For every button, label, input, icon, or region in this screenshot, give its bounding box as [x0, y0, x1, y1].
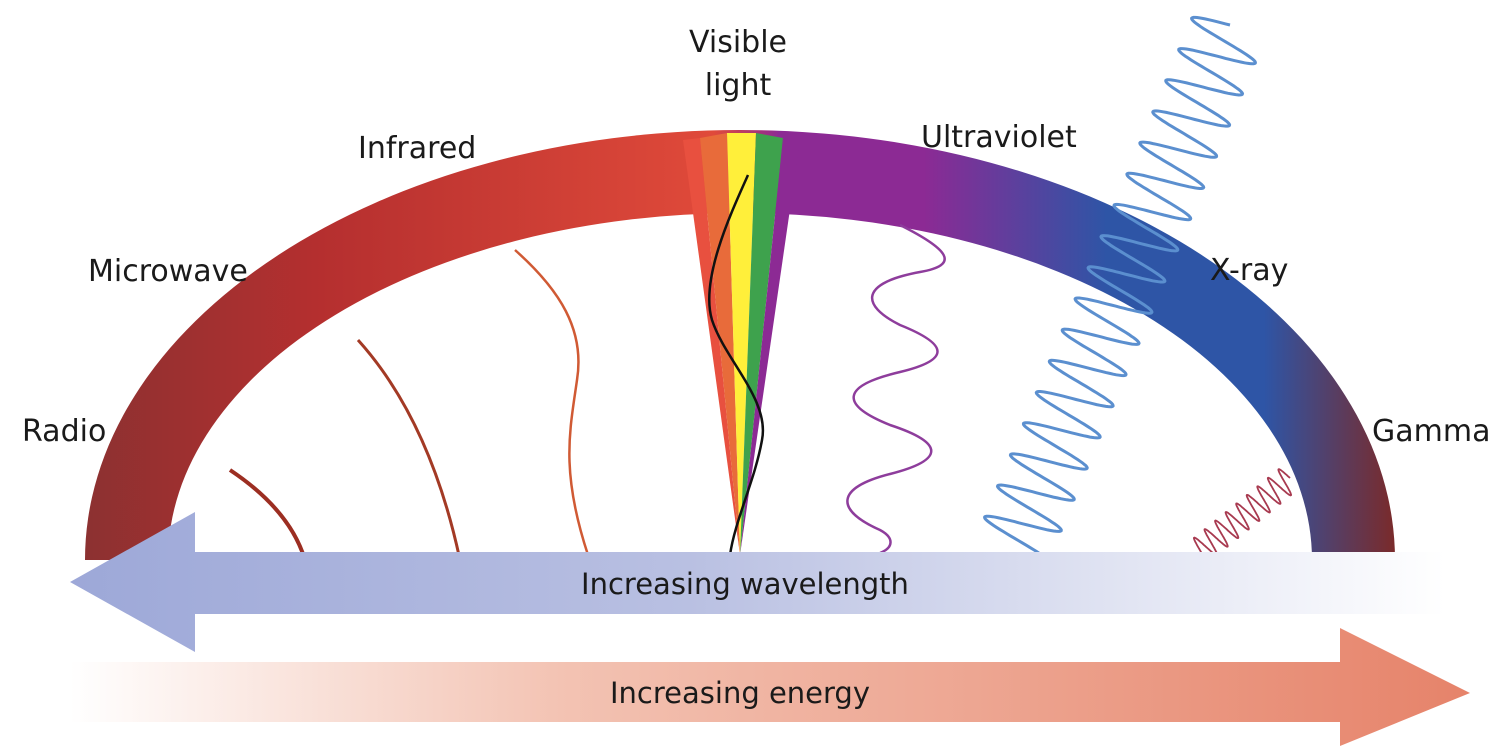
label-infrared: Infrared: [358, 131, 476, 166]
label-microwave: Microwave: [88, 254, 248, 289]
energy-arrow: [70, 628, 1470, 746]
visible-wedge-green: [740, 133, 783, 555]
visible-wedge-violet: [740, 138, 800, 555]
visible-light-wedge: [683, 133, 800, 555]
xray-wave: [983, 15, 1257, 565]
label-visible-line2: light: [705, 68, 772, 103]
label-xray: X-ray: [1210, 253, 1288, 288]
visible-wedge-red: [683, 138, 740, 555]
visible-wave: [707, 174, 765, 556]
spectrum-arc-band: [85, 130, 1395, 560]
visible-wedge-yellow: [727, 133, 756, 555]
visible-wedge-orange: [700, 133, 740, 555]
label-gamma: Gamma: [1372, 414, 1490, 449]
ultraviolet-wave: [846, 223, 946, 555]
label-ultraviolet: Ultraviolet: [921, 120, 1077, 155]
gamma-wave: [1192, 468, 1293, 565]
label-radio: Radio: [22, 414, 106, 449]
radio-wave: [228, 468, 307, 560]
label-visible-line1: Visible: [689, 25, 787, 60]
energy-arrow-label: Increasing energy: [610, 676, 870, 710]
wavelength-arrow-label: Increasing wavelength: [581, 567, 909, 601]
infrared-wave: [514, 249, 590, 556]
wavelength-arrow: [70, 512, 1445, 652]
microwave-wave: [356, 338, 462, 560]
